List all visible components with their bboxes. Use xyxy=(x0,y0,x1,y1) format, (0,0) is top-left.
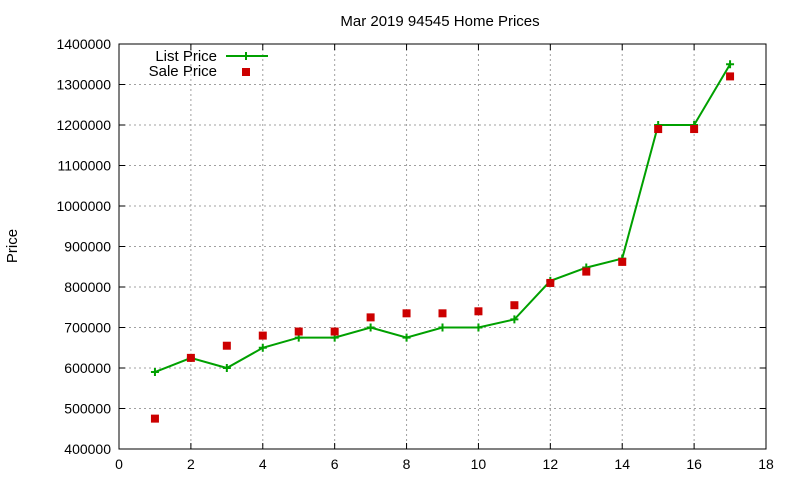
sale-price-point xyxy=(222,341,231,350)
y-tick-label: 800000 xyxy=(64,279,111,295)
legend-marker-list-price xyxy=(242,52,250,60)
x-tick-label: 0 xyxy=(115,456,123,472)
y-tick-label: 600000 xyxy=(64,360,111,376)
list-price-point xyxy=(258,343,267,352)
sale-price-point xyxy=(474,307,483,316)
plot-frame xyxy=(118,43,767,450)
y-tick-label: 1200000 xyxy=(56,117,111,133)
list-price-point xyxy=(366,323,375,332)
sale-price-point xyxy=(294,327,303,336)
chart-title: Mar 2019 94545 Home Prices xyxy=(340,13,539,30)
x-tick-label: 14 xyxy=(614,456,630,472)
y-tick-label: 700000 xyxy=(64,320,111,336)
x-tick-label: 12 xyxy=(543,456,559,472)
y-tick-label: 1100000 xyxy=(58,158,112,174)
y-axis-label: Price xyxy=(4,229,21,263)
list-price-point xyxy=(474,323,483,332)
x-tick-label: 8 xyxy=(403,456,411,472)
list-price-point xyxy=(222,364,231,372)
list-price-point xyxy=(150,368,159,377)
x-tick-label: 2 xyxy=(187,456,195,472)
tick-labels: 0 2 4 6 8 10 12 14 16 18 400000 500000 600000 700000 8… xyxy=(56,36,774,472)
sale-price-point xyxy=(654,125,663,134)
sale-price-point xyxy=(402,309,411,318)
list-price-point xyxy=(438,323,447,332)
sale-price-point xyxy=(258,331,267,340)
grid-lines xyxy=(119,44,766,449)
sale-price-point xyxy=(582,267,591,276)
legend-label-list-price: List Price xyxy=(155,48,217,65)
sale-price-point xyxy=(438,309,447,318)
sale-price-point xyxy=(510,301,519,310)
x-tick-label: 6 xyxy=(331,456,339,472)
list-price-point xyxy=(726,60,735,69)
legend-label-sale-price: Sale Price xyxy=(149,63,217,80)
y-tick-label: 1300000 xyxy=(56,77,111,93)
y-tick-label: 1400000 xyxy=(56,36,111,52)
series xyxy=(150,60,735,423)
sale-price-point xyxy=(546,278,555,287)
y-tick-label: 400000 xyxy=(64,441,111,457)
sale-price-point xyxy=(150,414,159,423)
x-tick-label: 4 xyxy=(259,456,267,472)
x-tick-label: 18 xyxy=(758,456,774,472)
sale-price-point xyxy=(690,125,699,134)
list-price-point xyxy=(510,315,519,324)
y-tick-label: 1000000 xyxy=(56,198,111,214)
x-tick-label: 16 xyxy=(686,456,702,472)
list-price-point xyxy=(402,333,411,342)
sale-price-point xyxy=(618,257,627,266)
x-tick-label: 10 xyxy=(471,456,487,472)
y-tick-label: 900000 xyxy=(64,239,111,255)
legend: List Price Sale Price xyxy=(149,48,268,80)
legend-marker-sale-price xyxy=(242,68,250,76)
sale-price-point xyxy=(726,72,735,81)
axis-ticks xyxy=(118,43,767,450)
sale-price-point xyxy=(366,313,375,322)
sale-price-point xyxy=(186,353,195,362)
y-tick-label: 500000 xyxy=(64,401,111,417)
sale-price-point xyxy=(330,327,339,336)
